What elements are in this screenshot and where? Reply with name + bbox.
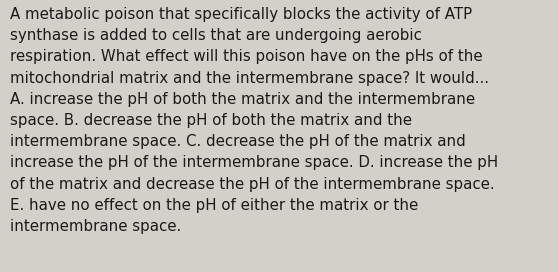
Text: A metabolic poison that specifically blocks the activity of ATP
synthase is adde: A metabolic poison that specifically blo… [10,7,498,234]
